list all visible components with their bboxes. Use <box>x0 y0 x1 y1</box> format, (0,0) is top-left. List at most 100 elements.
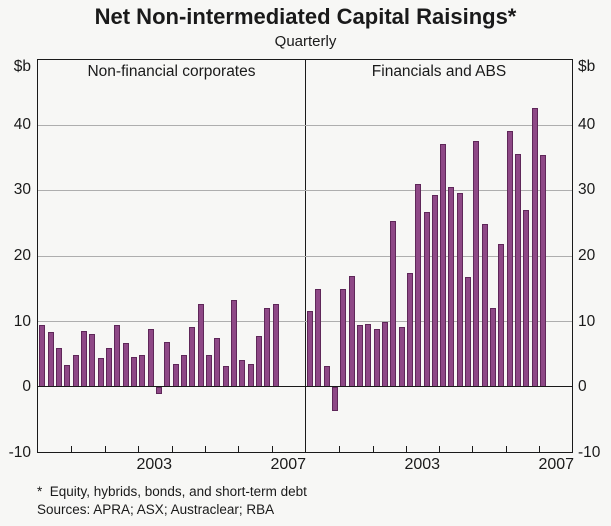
x-axis-tick <box>372 446 374 452</box>
bar-2002-q1 <box>105 348 112 387</box>
bar-2002-q4 <box>398 326 405 387</box>
bar-2004-q4 <box>465 276 472 387</box>
bar-2001-q1 <box>340 289 347 387</box>
x-axis-tick <box>271 446 273 452</box>
bar-2006-q1 <box>239 359 246 387</box>
y-axis-label-right-30: 30 <box>578 181 596 199</box>
bar-2004-q3 <box>456 192 463 387</box>
bar-2003-q4 <box>164 341 171 387</box>
x-axis-tick <box>138 446 140 452</box>
bar-2003-q2 <box>415 184 422 387</box>
bar-2005-q4 <box>498 243 505 387</box>
x-axis-tick <box>71 446 73 452</box>
bar-2004-q2 <box>181 354 188 387</box>
x-axis-label-right-2007: 2007 <box>538 456 575 473</box>
y-axis-label-left--10: -10 <box>8 444 31 461</box>
bar-2001-q1 <box>72 354 79 387</box>
x-axis-tick <box>472 446 474 452</box>
chart-title: Net Non-intermediated Capital Raisings* <box>94 4 517 29</box>
chart-sources: Sources: APRA; ASX; Austraclear; RBA <box>37 502 275 517</box>
bar-2004-q4 <box>197 303 204 387</box>
x-axis-tick <box>538 446 540 452</box>
x-axis-label-left-2007: 2007 <box>270 456 307 473</box>
bar-2000-q4 <box>64 365 71 387</box>
bar-2002-q2 <box>114 324 121 387</box>
x-axis-tick <box>204 446 206 452</box>
bar-2007-q1 <box>272 304 279 387</box>
bar-2006-q2 <box>514 154 521 387</box>
bar-2003-q4 <box>431 195 438 387</box>
bar-2001-q2 <box>348 275 355 387</box>
bar-2002-q4 <box>130 357 137 387</box>
y-axis-label-right--10: -10 <box>578 444 601 461</box>
bar-2003-q1 <box>139 355 146 387</box>
x-axis-label-left-2003: 2003 <box>136 456 173 473</box>
bar-2006-q4 <box>264 307 271 387</box>
panel-label-left: Non-financial corporates <box>87 63 256 80</box>
x-axis-tick <box>439 446 440 452</box>
bar-2002-q3 <box>390 221 397 387</box>
zero-axis-line <box>38 385 572 388</box>
bar-2000-q3 <box>323 366 330 387</box>
x-axis-tick <box>405 446 407 452</box>
x-axis-tick <box>505 446 507 452</box>
y-axis-label-left-30: 30 <box>13 181 31 199</box>
x-axis-tick <box>104 446 106 452</box>
bar-2005-q2 <box>214 337 221 387</box>
bar-2003-q3 <box>423 212 430 387</box>
bar-2005-q4 <box>231 300 238 387</box>
panel-financials-and-abs: Financials and ABS <box>305 60 572 452</box>
y-axis-label-right-0: 0 <box>578 378 587 396</box>
bar-2000-q1 <box>39 324 46 387</box>
bar-2005-q3 <box>222 366 229 387</box>
y-axis-label-left-40: 40 <box>13 115 31 133</box>
y-axis-label-right-20: 20 <box>578 247 596 264</box>
gridline-30 <box>38 190 572 192</box>
bar-2005-q3 <box>490 307 497 387</box>
bar-2002-q1 <box>373 328 380 387</box>
bar-2006-q3 <box>523 210 530 387</box>
y-axis-label-left-20: 20 <box>13 247 31 264</box>
bar-2000-q3 <box>55 348 62 387</box>
gridline-40 <box>38 124 572 126</box>
x-axis-tick <box>171 446 173 452</box>
x-axis-tick <box>238 446 240 452</box>
bar-2001-q3 <box>89 334 96 387</box>
panel-label-right: Financials and ABS <box>371 63 507 80</box>
x-axis-tick <box>339 446 341 452</box>
bar-2004-q3 <box>189 327 196 387</box>
bar-2004-q2 <box>448 187 455 387</box>
bar-2005-q2 <box>481 223 488 387</box>
gridline-20 <box>38 255 572 257</box>
x-axis-label-right-2003: 2003 <box>404 456 441 473</box>
bar-2006-q1 <box>506 130 513 387</box>
bar-2005-q1 <box>206 355 213 387</box>
bar-2003-q1 <box>406 272 413 387</box>
bar-2004-q1 <box>440 143 447 387</box>
bar-2001-q4 <box>97 357 104 387</box>
plot-area: Non-financial corporates Financials and … <box>37 59 573 453</box>
bar-2000-q1 <box>307 310 314 387</box>
bar-2006-q3 <box>256 336 263 387</box>
chart-footnote: * Equity, hybrids, bonds, and short-term… <box>37 484 307 499</box>
gridline-10 <box>38 320 572 322</box>
bar-2004-q1 <box>172 364 179 387</box>
chart-subtitle: Quarterly <box>274 33 337 50</box>
y-axis-label-left-10: 10 <box>13 312 31 330</box>
bar-2001-q2 <box>80 331 87 387</box>
y-axis-unit-left: $b <box>13 58 31 75</box>
bar-2000-q2 <box>47 331 54 387</box>
y-axis-label-left-0: 0 <box>22 378 31 396</box>
bar-2005-q1 <box>473 141 480 387</box>
y-axis-label-right-40: 40 <box>578 115 596 133</box>
bar-2001-q4 <box>365 323 372 387</box>
bar-2003-q2 <box>147 328 154 387</box>
bar-2002-q3 <box>122 342 129 387</box>
y-axis-label-right-10: 10 <box>578 312 596 330</box>
bar-2006-q4 <box>531 108 538 387</box>
bar-2003-q3 <box>155 386 162 395</box>
bar-2000-q4 <box>332 386 339 411</box>
bar-2000-q2 <box>315 289 322 387</box>
bar-2006-q2 <box>247 364 254 387</box>
